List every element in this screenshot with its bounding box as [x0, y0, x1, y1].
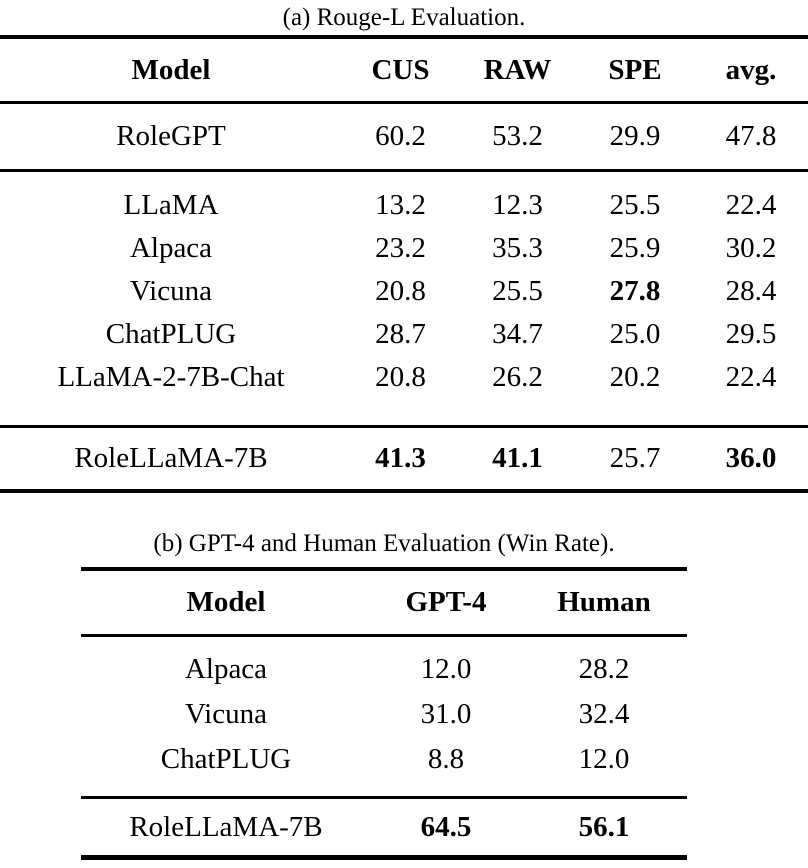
table-a-caption: (a) Rouge-L Evaluation. [282, 3, 526, 31]
spe-value-cell: 20.2 [609, 361, 661, 393]
spe-value-cell: 25.0 [609, 318, 661, 350]
model-name-cell: ChatPLUG [160, 743, 292, 775]
gpt4-value-cell-best: 64.5 [420, 810, 472, 843]
raw-value-cell: 35.3 [492, 232, 543, 264]
cus-value-cell: 23.2 [375, 232, 426, 264]
model-name-cell: RoleLLaMA-7B [74, 442, 268, 474]
table-a-top-rule [0, 35, 808, 39]
table-a-header-row: Model CUS RAW SPE avg. [0, 39, 808, 101]
table-a-header-raw: RAW [483, 53, 552, 86]
gpt4-value-cell: 8.8 [427, 743, 465, 775]
table-a-bottom-rule [0, 489, 808, 493]
cus-value-cell: 13.2 [375, 189, 426, 221]
table-a-baselines-section: LLaMA 13.2 12.3 25.5 22.4 Alpaca 23.2 35… [0, 172, 808, 425]
table-a-row-rolellama: RoleLLaMA-7B 41.3 41.1 25.7 36.0 [0, 428, 808, 489]
avg-value-cell: 47.8 [725, 120, 777, 152]
spe-value-cell: 25.5 [609, 189, 661, 221]
raw-value-cell: 12.3 [492, 189, 543, 221]
table-b-row-chatplug: ChatPLUG 8.8 12.0 [81, 737, 687, 782]
cus-value-cell: 20.8 [375, 361, 426, 393]
avg-value-cell-best: 36.0 [725, 442, 777, 474]
table-b-row-rolellama: RoleLLaMA-7B 64.5 56.1 [81, 799, 687, 855]
table-b-row-vicuna: Vicuna 31.0 32.4 [81, 692, 687, 737]
model-name-cell: LLaMA-2-7B-Chat [57, 361, 285, 393]
spe-value-cell: 25.9 [609, 232, 661, 264]
cus-value-cell: 60.2 [375, 120, 426, 152]
gpt4-value-cell: 12.0 [420, 653, 472, 685]
avg-value-cell: 29.5 [725, 318, 777, 350]
avg-value-cell: 30.2 [725, 232, 777, 264]
cus-value-cell: 20.8 [375, 275, 426, 307]
table-a-row-vicuna: Vicuna 20.8 25.5 27.8 28.4 [0, 270, 808, 313]
gpt4-value-cell: 31.0 [420, 698, 472, 730]
model-name-cell: RoleLLaMA-7B [129, 810, 323, 843]
spe-value-cell: 25.7 [609, 442, 661, 474]
avg-value-cell: 22.4 [725, 361, 777, 393]
table-b-header-rule [81, 634, 687, 637]
human-value-cell: 32.4 [578, 698, 630, 730]
model-name-cell: Vicuna [129, 275, 212, 307]
table-b-bottom-rule [81, 855, 687, 860]
human-value-cell-best: 56.1 [578, 810, 630, 843]
table-b-header-gpt4: GPT-4 [405, 586, 487, 618]
table-b-header-model: Model [186, 586, 266, 618]
table-a-mid-rule-1 [0, 169, 808, 172]
table-b-header-row: Model GPT-4 Human [81, 571, 687, 634]
cus-value-cell: 28.7 [375, 318, 426, 350]
raw-value-cell: 26.2 [492, 361, 543, 393]
raw-value-cell-best: 41.1 [492, 442, 543, 474]
model-name-cell: Alpaca [184, 653, 268, 685]
model-name-cell: LLaMA [123, 189, 219, 221]
avg-value-cell: 28.4 [725, 275, 777, 307]
table-a-row-alpaca: Alpaca 23.2 35.3 25.9 30.2 [0, 227, 808, 270]
cus-value-cell-best: 41.3 [375, 442, 426, 474]
raw-value-cell: 25.5 [492, 275, 543, 307]
table-a-header-spe: SPE [608, 53, 662, 86]
spe-value-cell-best: 27.8 [609, 275, 661, 307]
table-a-rouge-l: (a) Rouge-L Evaluation. Model CUS RAW SP… [0, 3, 808, 493]
table-a-header-rule [0, 101, 808, 104]
human-value-cell: 28.2 [578, 653, 630, 685]
table-b-row-alpaca: Alpaca 12.0 28.2 [81, 647, 687, 692]
raw-value-cell: 53.2 [492, 120, 543, 152]
table-a-row-llama: LLaMA 13.2 12.3 25.5 22.4 [0, 184, 808, 227]
raw-value-cell: 34.7 [492, 318, 543, 350]
avg-value-cell: 22.4 [725, 189, 777, 221]
table-a-header-model: Model [131, 53, 211, 86]
table-a-row-llama-2-7b-chat: LLaMA-2-7B-Chat 20.8 26.2 20.2 22.4 [0, 356, 808, 399]
table-b-baselines-section: Alpaca 12.0 28.2 Vicuna 31.0 32.4 ChatPL… [81, 637, 687, 796]
model-name-cell: Alpaca [129, 232, 213, 264]
table-b-mid-rule [81, 796, 687, 799]
table-a-header-cus: CUS [371, 53, 430, 86]
table-a-row-chatplug: ChatPLUG 28.7 34.7 25.0 29.5 [0, 313, 808, 356]
table-a-row-rolegpt: RoleGPT 60.2 53.2 29.9 47.8 [0, 104, 808, 169]
table-b-top-rule [81, 567, 687, 571]
table-a-header-avg: avg. [725, 53, 777, 86]
table-b-header-human: Human [557, 586, 651, 618]
model-name-cell: Vicuna [184, 698, 267, 730]
table-b-caption: (b) GPT-4 and Human Evaluation (Win Rate… [153, 530, 615, 557]
model-name-cell: ChatPLUG [105, 318, 237, 350]
table-b-win-rate: (b) GPT-4 and Human Evaluation (Win Rate… [81, 493, 687, 860]
human-value-cell: 12.0 [578, 743, 630, 775]
model-name-cell: RoleGPT [116, 120, 226, 152]
spe-value-cell: 29.9 [609, 120, 661, 152]
table-a-mid-rule-2 [0, 425, 808, 428]
